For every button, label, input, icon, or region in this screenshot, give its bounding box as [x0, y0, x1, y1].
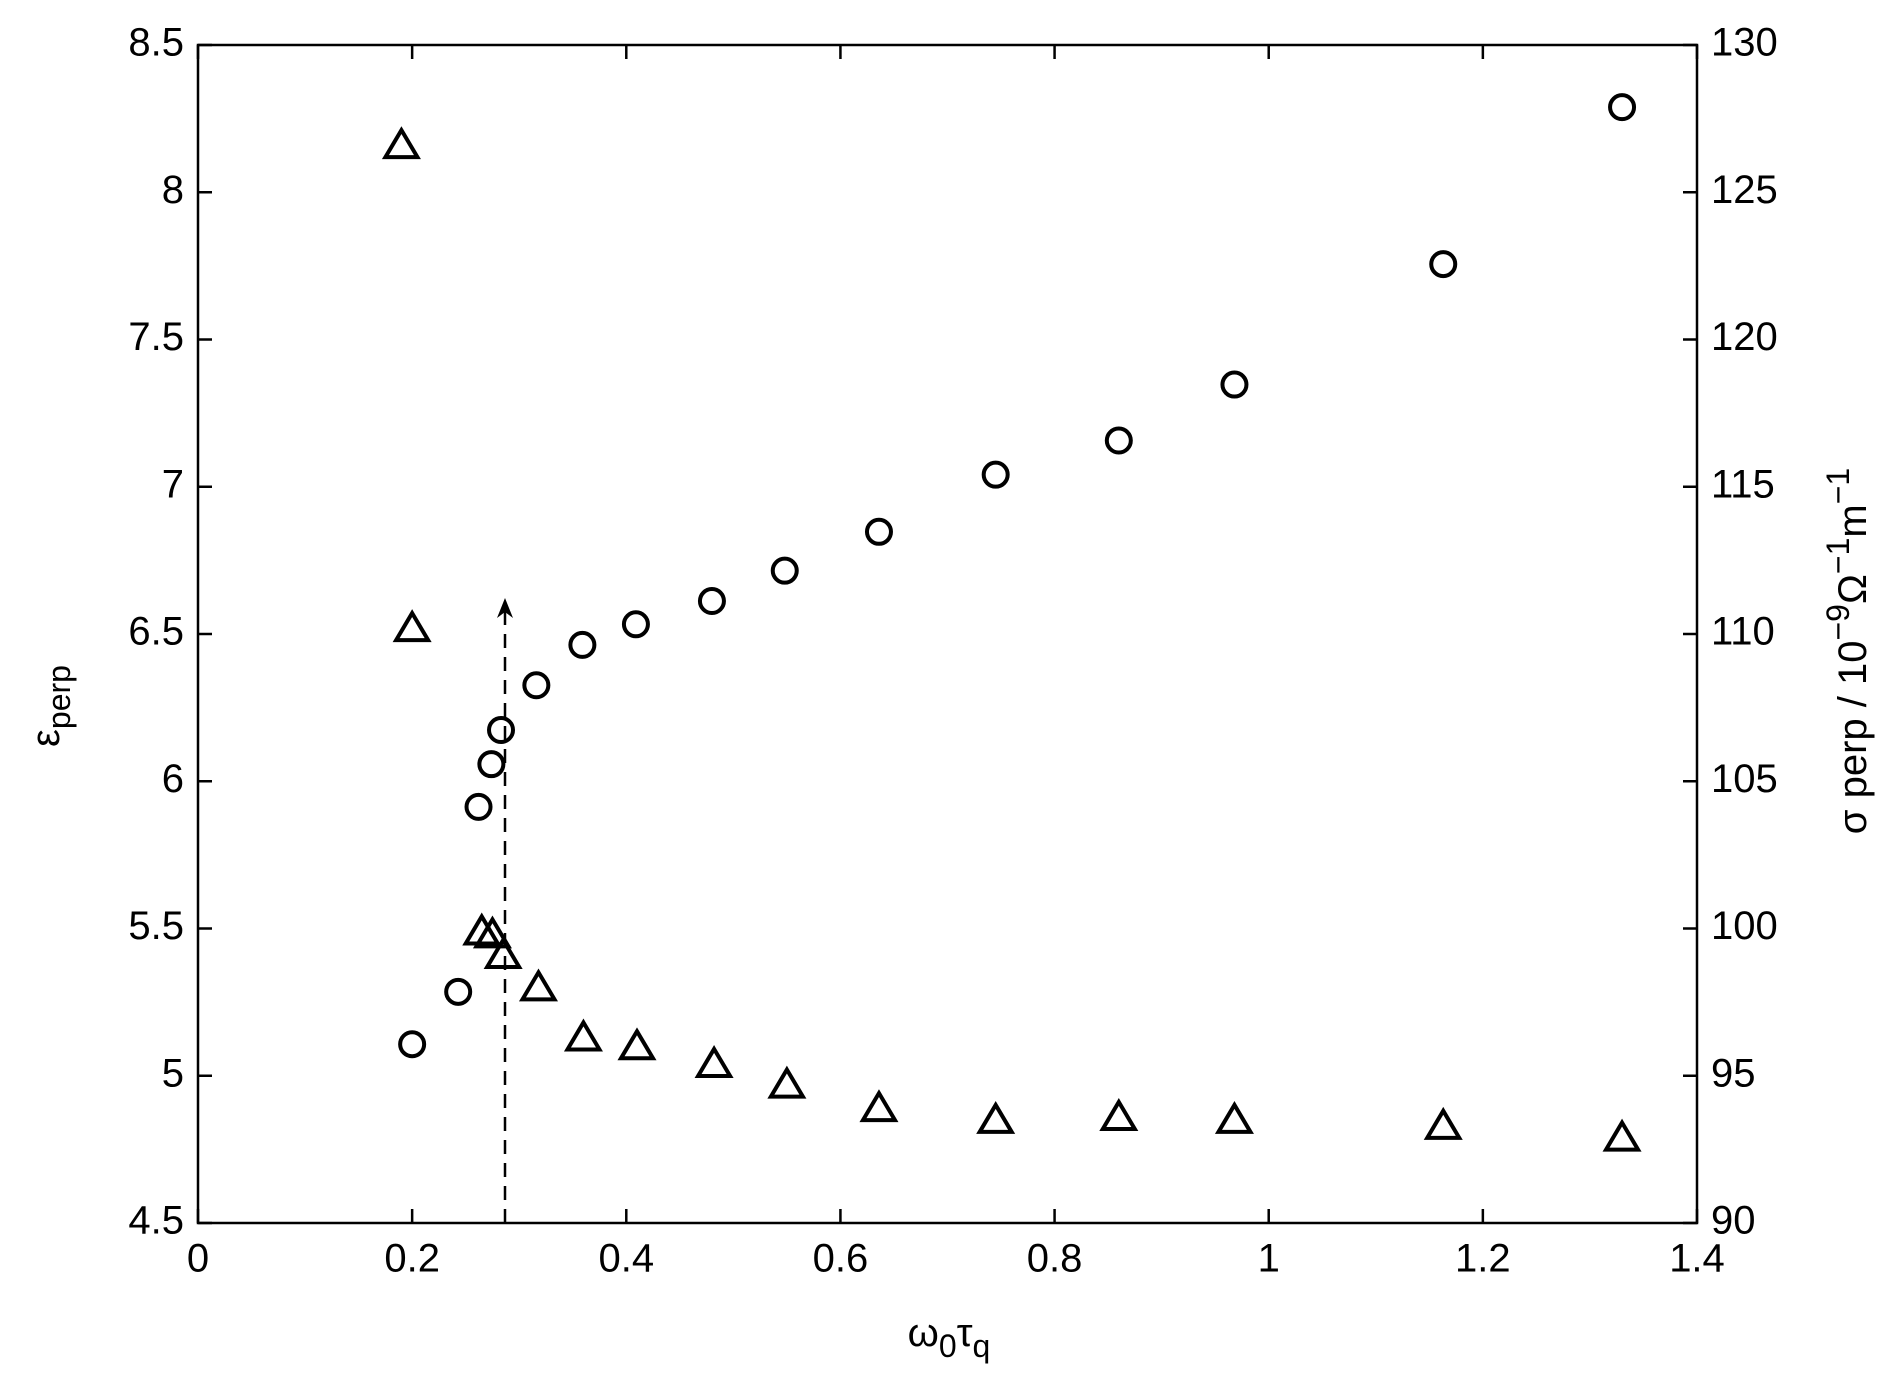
- y2-axis-label-part: m: [1831, 504, 1875, 537]
- triangle-marker: [976, 1101, 1016, 1134]
- y-axis-label: εperp: [24, 665, 78, 747]
- circle-marker: [568, 630, 597, 659]
- circle-marker: [398, 1030, 427, 1059]
- x-axis-label-part: τ: [957, 1311, 973, 1355]
- circle-marker: [1220, 370, 1249, 399]
- y2-tick-label: 125: [1711, 168, 1778, 212]
- circle-marker: [487, 716, 516, 745]
- x-tick-label: 0.6: [813, 1237, 869, 1281]
- y-tick-label: 5: [162, 1051, 184, 1095]
- triangle-marker: [392, 609, 432, 643]
- y-tick-label: 8.5: [128, 21, 184, 65]
- circle-marker: [522, 671, 551, 700]
- y-tick-label: 6: [162, 757, 184, 801]
- x-tick-label: 1: [1258, 1237, 1280, 1281]
- triangle-marker: [518, 968, 558, 1002]
- y2-axis-label-part: −9: [1820, 604, 1856, 640]
- y2-axis-label-part: −1: [1820, 538, 1856, 574]
- circle-marker: [770, 556, 799, 585]
- triangle-marker: [767, 1065, 807, 1099]
- triangle-marker: [563, 1018, 603, 1052]
- triangle-marker: [1423, 1106, 1463, 1140]
- y2-tick-label: 95: [1711, 1051, 1756, 1095]
- y2-tick-label: 120: [1711, 315, 1778, 359]
- circle-marker: [981, 460, 1010, 489]
- y2-axis-label-part: σ perp / 10: [1831, 640, 1875, 834]
- y2-tick-label: 100: [1711, 904, 1778, 948]
- y2-tick-label: 115: [1711, 462, 1775, 506]
- x-axis-label-part: q: [973, 1328, 991, 1364]
- circle-marker: [464, 792, 493, 821]
- triangle-marker: [483, 936, 523, 970]
- triangle-marker: [462, 912, 502, 946]
- triangle-marker: [694, 1045, 734, 1078]
- y2-tick-label: 105: [1711, 757, 1778, 801]
- y-tick-label: 4.5: [128, 1199, 184, 1243]
- triangle-marker: [381, 126, 421, 160]
- x-tick-label: 0.8: [1027, 1237, 1083, 1281]
- circle-marker: [1104, 426, 1133, 455]
- y-axis-label-part: perp: [41, 665, 77, 729]
- y2-axis-label-part: −1: [1820, 468, 1856, 504]
- y2-tick-label: 130: [1711, 21, 1778, 65]
- y-tick-label: 7.5: [128, 315, 184, 359]
- x-tick-label: 1.4: [1669, 1237, 1725, 1281]
- y2-axis-label: σ perp / 10−9Ω−1m−1: [1820, 468, 1874, 834]
- triangle-marker: [1602, 1118, 1642, 1152]
- circle-marker: [864, 517, 893, 546]
- triangle-marker: [617, 1027, 657, 1061]
- x-axis-label-part: 0: [939, 1328, 957, 1364]
- y2-tick-label: 110: [1711, 610, 1775, 654]
- triangle-marker: [859, 1089, 899, 1123]
- circle-marker: [697, 587, 726, 616]
- y-tick-label: 8: [162, 168, 184, 212]
- circle-marker: [1429, 250, 1458, 279]
- arrow-head: [497, 598, 513, 618]
- y-tick-label: 7: [162, 462, 184, 506]
- x-tick-label: 0.2: [384, 1237, 440, 1281]
- circle-marker: [1608, 93, 1637, 122]
- y-tick-label: 6.5: [128, 610, 184, 654]
- x-tick-label: 1.2: [1455, 1237, 1511, 1281]
- circle-marker: [621, 610, 650, 639]
- triangle-marker: [472, 915, 512, 949]
- triangle-marker: [1099, 1098, 1139, 1131]
- x-axis-label: ω0τq: [908, 1311, 991, 1365]
- y-axis-label-part: ε: [24, 729, 68, 747]
- triangle-marker: [1214, 1101, 1254, 1134]
- y2-tick-label: 90: [1711, 1199, 1756, 1243]
- y2-axis-label-part: Ω: [1831, 574, 1875, 604]
- y-tick-label: 5.5: [128, 904, 184, 948]
- circle-marker: [444, 977, 473, 1006]
- x-tick-label: 0.4: [598, 1237, 654, 1281]
- x-axis-label-part: ω: [908, 1311, 939, 1355]
- x-tick-label: 0: [187, 1237, 209, 1281]
- circle-marker: [477, 750, 506, 779]
